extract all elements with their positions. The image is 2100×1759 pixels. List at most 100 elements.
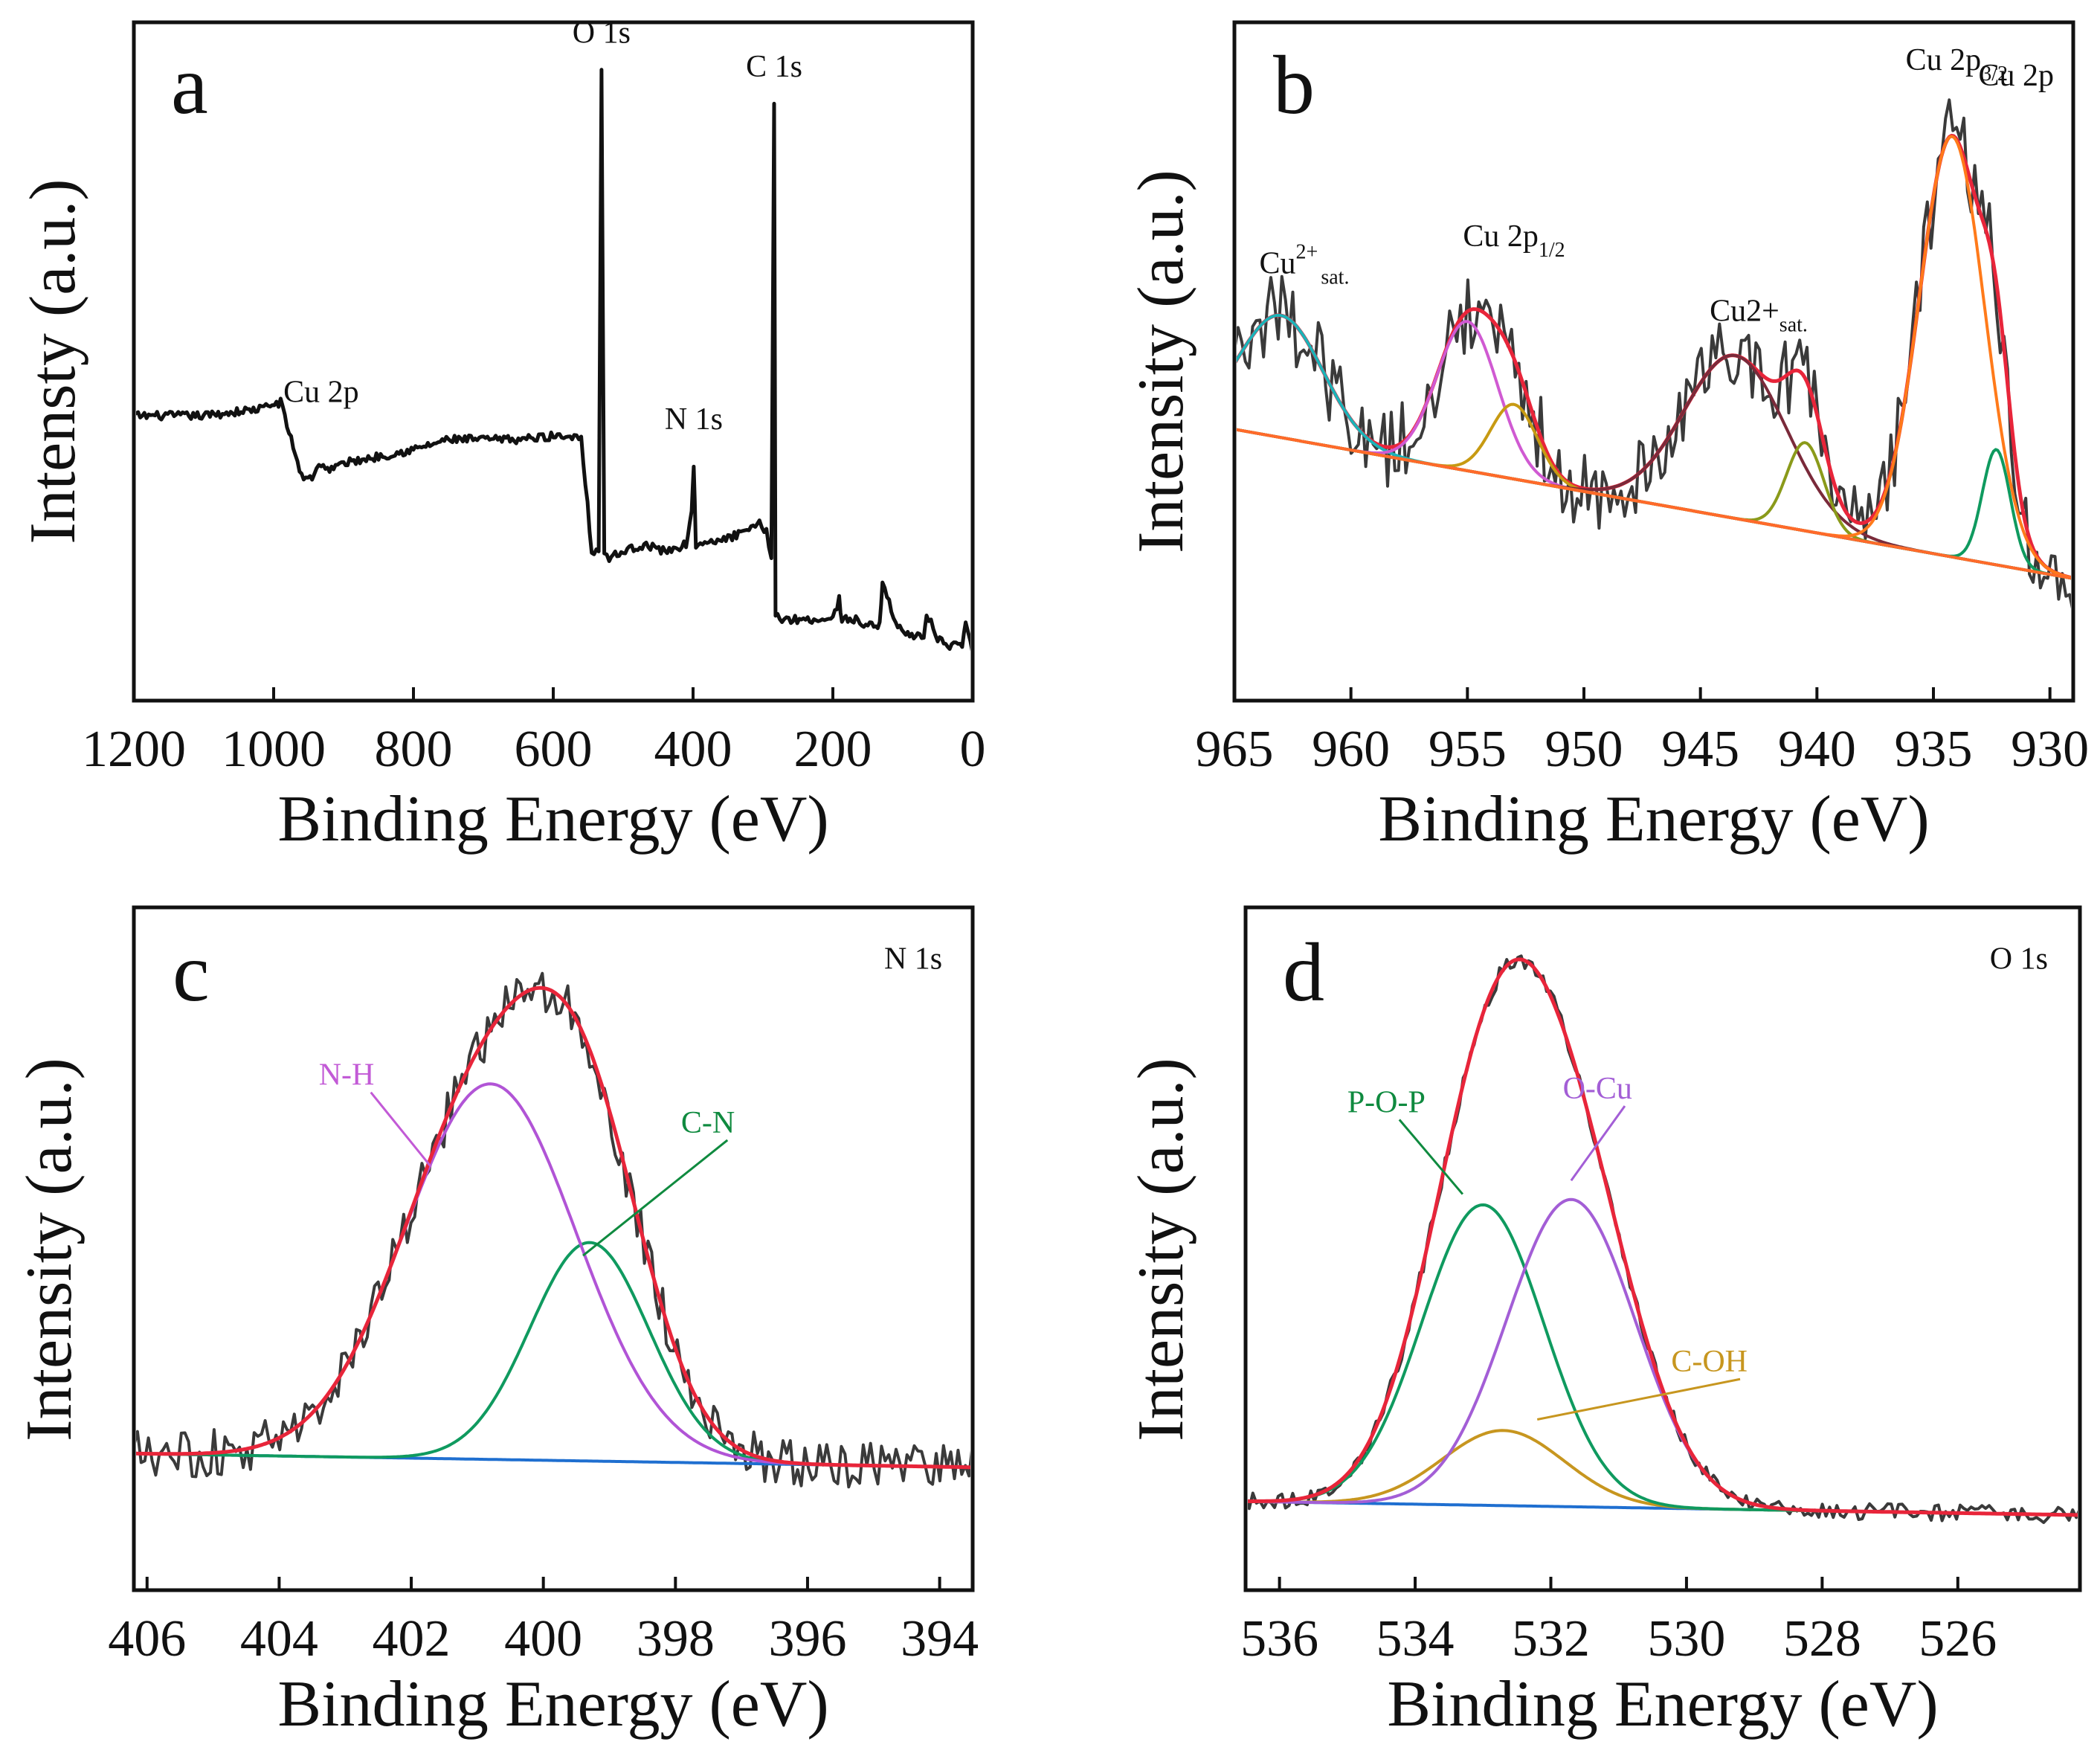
annotation-text: C-OH — [1671, 1345, 1748, 1379]
panel-c-n1s: 406 404 402 400 398 396 394 N-H C-N N 1s c Bindi… — [13, 905, 979, 1740]
panel-d-x-tick-label: 536 — [1240, 1610, 1318, 1668]
panel-d-annotation-leader — [1398, 1119, 1464, 1195]
panel-d-annotation-o-1s: O 1s — [1990, 942, 2048, 977]
panel-b-series-background — [1237, 428, 2071, 580]
panel-a-x-axis-label: Binding Energy (eV) — [277, 783, 828, 855]
panel-a-plot-area — [136, 68, 970, 652]
panel-b-cu2p: 965 960 955 950 945 940 935 930 Cu 2p3/2Cu 2p1/… — [1125, 20, 2089, 855]
panel-d-letter: d — [1283, 927, 1324, 1019]
panel-a-annotation-cu-2p: Cu 2p — [283, 376, 359, 410]
annotation-text: C 1s — [746, 50, 802, 84]
panel-d-x-ticks: 536 534 532 530 528 526 — [1240, 1577, 1997, 1668]
panel-b-annotation-cu: Cu2+sat. — [1260, 240, 1350, 289]
panel-c-x-ticks: 406 404 402 400 398 396 394 — [108, 1577, 979, 1668]
panel-c-annotations: N-H C-N N 1s — [319, 942, 942, 1257]
panel-d-x-tick-label: 532 — [1512, 1610, 1590, 1668]
panel-d-x-tick-label: 528 — [1783, 1610, 1861, 1668]
panel-c-annotation-c-n: C-N — [681, 1106, 735, 1140]
annotation-text: N 1s — [665, 402, 723, 437]
panel-d-x-axis-label: Binding Energy (eV) — [1387, 1668, 1938, 1740]
panel-d-x-tick-label: 526 — [1919, 1610, 1997, 1668]
panel-b-x-axis-label: Binding Energy (eV) — [1378, 783, 1929, 855]
annotation-subscript: 3/2 — [1981, 62, 2008, 86]
panel-b-x-tick-label: 940 — [1778, 721, 1856, 778]
annotation-text: O-Cu — [1563, 1072, 1632, 1106]
panel-b-series-group — [1237, 98, 2071, 609]
panel-c-frame — [132, 905, 975, 1592]
panel-c-x-tick-label: 400 — [504, 1610, 582, 1668]
annotation-superscript: 2+ — [1296, 240, 1318, 263]
panel-c-x-axis-label: Binding Energy (eV) — [277, 1668, 828, 1740]
annotation-subscript: sat. — [1779, 313, 1808, 336]
panel-d-annotation-o-cu: O-Cu — [1563, 1072, 1632, 1106]
annotation-text: P-O-P — [1347, 1085, 1426, 1119]
panel-b-y-axis-label: Intensity (a.u.) — [1125, 170, 1197, 553]
panel-d-annotations: P-O-P O-Cu C-OH O 1s — [1347, 942, 2048, 1421]
panel-b-x-tick-label: 945 — [1661, 721, 1739, 778]
panel-c-series-envelope — [136, 985, 970, 1470]
panel-c-x-tick-label: 396 — [768, 1610, 846, 1668]
panel-d-x-tick-label: 530 — [1647, 1610, 1725, 1668]
annotation-subscript: 1/2 — [1539, 239, 1565, 262]
panel-c-x-tick-label: 394 — [901, 1610, 979, 1668]
panel-c-annotation-n-1s: N 1s — [884, 942, 942, 977]
panel-b-x-ticks: 965 960 955 950 945 940 935 930 — [1196, 687, 2089, 778]
panel-c-annotation-leader — [370, 1091, 432, 1168]
panel-d-x-tick-label: 534 — [1376, 1610, 1455, 1668]
panel-c-annotation-n-h: N-H — [319, 1058, 375, 1093]
panel-a-annotation-n-1s: N 1s — [665, 402, 723, 437]
annotation-text: O 1s — [1990, 942, 2048, 977]
panel-a-x-tick-label: 200 — [794, 721, 872, 778]
panel-b-x-tick-label: 950 — [1545, 721, 1623, 778]
panel-a-x-tick-label: 1200 — [82, 721, 186, 778]
panel-c-x-tick-label: 404 — [240, 1610, 318, 1668]
panel-c-x-tick-label: 402 — [373, 1610, 451, 1668]
panel-c-annotation-leader — [582, 1139, 729, 1257]
panel-a-series-group — [136, 68, 970, 652]
annotation-text: O 1s — [573, 16, 631, 50]
panel-b-annotation-cu-2p: Cu 2p3/2 — [1906, 43, 2008, 86]
panel-a-x-tick-label: 800 — [375, 721, 453, 778]
panel-a-y-axis-label: Intensty (a.u.) — [17, 179, 89, 544]
panel-b-x-tick-label: 930 — [2011, 721, 2089, 778]
panel-b-plot-area — [1237, 98, 2071, 609]
panel-d-annotation-c-oh: C-OH — [1671, 1345, 1748, 1379]
panel-d-y-axis-label: Intensity (a.u.) — [1125, 1058, 1197, 1441]
panel-b-x-tick-label: 955 — [1429, 721, 1507, 778]
panel-b-x-tick-label: 935 — [1895, 721, 1973, 778]
annotation-subscript: sat. — [1321, 266, 1349, 289]
panel-b-letter: b — [1273, 39, 1315, 132]
annotation-text: N-H — [319, 1058, 375, 1093]
annotation-text: Cu 2p — [1906, 43, 1982, 77]
panel-d-frame — [1243, 905, 2082, 1592]
panel-a-x-tick-label: 600 — [515, 721, 593, 778]
panel-c-plot-area — [136, 971, 970, 1489]
panel-b-annotation-cu2: Cu2+sat. — [1710, 294, 1808, 336]
panel-a-series-survey — [136, 68, 970, 652]
panel-a-x-tick-label: 0 — [960, 721, 986, 778]
panel-b-frame — [1232, 20, 2075, 703]
annotation-text: Cu2+ — [1710, 294, 1779, 328]
panel-d-annotation-p-o-p: P-O-P — [1347, 1085, 1426, 1119]
panel-b-annotation-cu-2p: Cu 2p1/2 — [1463, 219, 1565, 262]
panel-c-x-tick-label: 406 — [108, 1610, 186, 1668]
panel-c-x-tick-label: 398 — [637, 1610, 715, 1668]
panel-b-x-tick-label: 960 — [1312, 721, 1390, 778]
panel-d-annotation-leader — [1570, 1105, 1626, 1182]
panel-c-series-group — [136, 971, 970, 1489]
panel-a-x-tick-label: 1000 — [222, 721, 326, 778]
panel-b-x-tick-label: 965 — [1196, 721, 1274, 778]
panel-a-letter: a — [171, 39, 208, 132]
panel-a-annotation-c-1s: C 1s — [746, 50, 802, 84]
annotation-text: N 1s — [884, 942, 942, 977]
panel-c-letter: c — [173, 927, 210, 1019]
panel-a-x-ticks: 1200 1000 800 600 400 200 0 — [82, 687, 986, 778]
panel-a-annotation-o-1s: O 1s — [573, 16, 631, 50]
panel-d-o1s: 536 534 532 530 528 526 P-O-P O-Cu C-OH O 1s d B… — [1125, 905, 2082, 1740]
annotation-text: Cu 2p — [1463, 219, 1539, 254]
panel-a-x-tick-label: 400 — [654, 721, 732, 778]
